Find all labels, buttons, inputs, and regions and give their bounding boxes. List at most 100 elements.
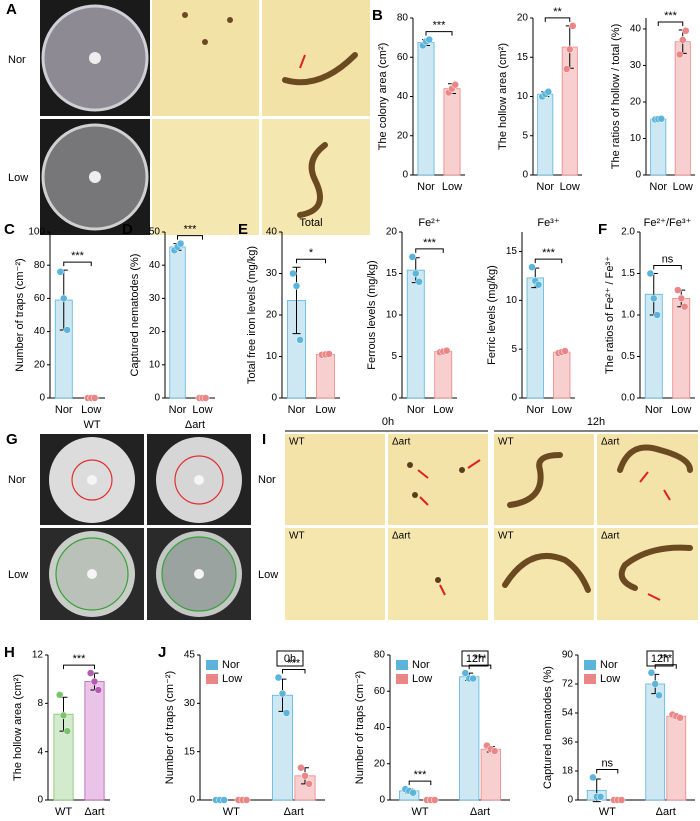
arrow (467, 459, 481, 469)
significance-bracket (653, 265, 682, 270)
row-label: Low (8, 172, 28, 184)
y-tick-label: 40 (397, 91, 409, 102)
y-axis-label: Ferric levels (mg/kg) (486, 265, 498, 365)
data-point (534, 280, 543, 289)
photo (597, 528, 698, 620)
nematode (617, 444, 693, 473)
data-point (646, 269, 655, 278)
y-tick-label: 12 (32, 650, 44, 661)
y-axis-label: Captured nematodes (%) (542, 666, 554, 789)
y-tick-label: 20 (34, 359, 46, 370)
chart-title: Total (299, 217, 322, 229)
y-tick-label: 40 (630, 24, 642, 35)
nematode (507, 452, 563, 508)
legend-label: Nor (222, 659, 240, 671)
data-point (90, 677, 99, 686)
y-tick-label: 0 (511, 393, 517, 404)
panel-letter: F (598, 221, 607, 238)
column-label: WT (83, 419, 100, 431)
panel-letter: D (122, 221, 133, 238)
data-point (425, 35, 433, 44)
significance-label: ** (553, 6, 562, 18)
y-axis-label: The colony area (cm²) (377, 43, 389, 151)
panel-letter: H (4, 644, 15, 661)
data-point (676, 714, 684, 722)
data-point (408, 253, 417, 261)
y-tick-label: 0 (39, 393, 45, 404)
data-point (679, 36, 687, 44)
y-tick-label: 80 (397, 13, 409, 24)
inoculum (89, 171, 101, 183)
data-point (647, 668, 656, 677)
y-axis-label: Number of traps (cm⁻²) (14, 258, 26, 371)
data-point (461, 669, 470, 677)
x-tick-label: WT (599, 806, 616, 818)
data-point (409, 789, 417, 797)
data-point (544, 88, 553, 96)
significance-bracket (282, 669, 306, 674)
panel-letter: G (6, 431, 18, 448)
panel-letter: J (158, 644, 166, 661)
trap (227, 17, 233, 23)
significance-bracket (654, 664, 677, 669)
y-tick-label: 18 (562, 766, 574, 777)
y-tick-label: 20 (374, 758, 386, 769)
y-axis-label: Captured nematodes (%) (129, 254, 141, 377)
bar (84, 681, 105, 801)
data-point (561, 347, 569, 355)
chart-title: Fe²⁺ (418, 217, 441, 229)
inoculum (194, 569, 204, 579)
photo (152, 119, 259, 235)
data-point (282, 709, 291, 717)
y-tick-label: 4 (37, 746, 43, 757)
nematode (297, 142, 328, 218)
column-label: Δart (185, 419, 205, 431)
x-tick-label: Nor (649, 181, 667, 193)
y-tick-label: 0 (379, 795, 385, 806)
panel-g-photos: G WT Δart Nor Low (6, 419, 251, 620)
y-tick-label: 30 (184, 698, 196, 709)
y-tick-label: 20 (397, 130, 409, 141)
panel-letter: B (372, 7, 383, 24)
significance-bracket (425, 31, 453, 36)
y-tick-label: 54 (562, 708, 574, 719)
data-point (292, 282, 301, 290)
data-point (653, 311, 661, 319)
x-tick-label: Δart (656, 806, 676, 818)
bar (672, 297, 691, 399)
bar (553, 351, 571, 399)
bar (537, 93, 554, 176)
arrow (417, 469, 429, 479)
significance-bracket (468, 664, 492, 670)
bar (480, 748, 501, 801)
y-tick-label: 10 (506, 295, 518, 306)
y-tick-label: 0 (635, 170, 641, 181)
data-point (680, 302, 689, 311)
bar (645, 683, 666, 801)
hollow-ring (174, 455, 224, 505)
data-point (274, 673, 283, 682)
row-label: Low (8, 569, 28, 581)
significance-label: *** (659, 653, 673, 665)
annotation: 12h (466, 653, 484, 665)
data-point (59, 711, 68, 720)
y-tick-label: 40 (149, 260, 161, 271)
y-tick-label: 5 (391, 351, 397, 362)
trap (202, 39, 208, 45)
significance-label: ns (662, 253, 674, 265)
panel-i-photos: I 0h 12h Nor Low WT Δart WT Δart WT Δart… (258, 416, 698, 620)
arrow (639, 471, 649, 483)
y-tick-label: 5 (511, 344, 517, 355)
data-point (655, 691, 663, 700)
trap (412, 492, 418, 498)
row-label: Nor (8, 54, 26, 66)
y-tick-label: 10 (386, 310, 398, 321)
y-tick-label: 20 (266, 310, 278, 321)
significance-label: *** (664, 10, 678, 22)
arrow (299, 54, 306, 69)
chart-title: Fe²⁺/Fe³⁺ (644, 217, 692, 229)
y-tick-label: 80 (374, 650, 386, 661)
significance-label: *** (71, 250, 85, 262)
row-label: Low (258, 569, 278, 581)
